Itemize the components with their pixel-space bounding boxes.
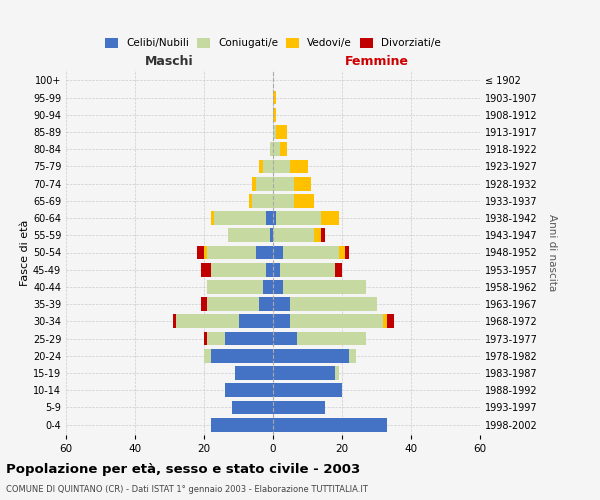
Bar	[269, 142, 273, 156]
Text: Femmine: Femmine	[344, 56, 409, 68]
Bar	[277, 125, 287, 139]
Bar	[211, 349, 273, 362]
Bar	[294, 176, 311, 190]
Bar	[239, 314, 273, 328]
Bar	[228, 228, 269, 242]
Bar	[273, 90, 277, 104]
Bar	[204, 332, 208, 345]
Text: COMUNE DI QUINTANO (CR) - Dati ISTAT 1° gennaio 2003 - Elaborazione TUTTITALIA.I: COMUNE DI QUINTANO (CR) - Dati ISTAT 1° …	[6, 485, 368, 494]
Bar	[273, 160, 290, 173]
Bar	[387, 314, 394, 328]
Bar	[259, 160, 263, 173]
Bar	[208, 332, 224, 345]
Bar	[235, 366, 273, 380]
Bar	[297, 332, 366, 345]
Bar	[335, 366, 338, 380]
Bar	[273, 332, 297, 345]
Bar	[259, 298, 273, 311]
Bar	[335, 263, 342, 276]
Bar	[290, 160, 308, 173]
Bar	[294, 194, 314, 207]
Bar	[273, 263, 280, 276]
Bar	[208, 246, 256, 260]
Bar	[266, 211, 273, 225]
Bar	[273, 108, 277, 122]
Bar	[338, 246, 346, 260]
Bar	[273, 366, 335, 380]
Bar	[280, 263, 335, 276]
Bar	[249, 194, 253, 207]
Bar	[173, 314, 176, 328]
Bar	[253, 176, 256, 190]
Bar	[200, 263, 211, 276]
Bar	[383, 314, 387, 328]
Bar	[269, 228, 273, 242]
Bar	[283, 280, 366, 294]
Text: Popolazione per età, sesso e stato civile - 2003: Popolazione per età, sesso e stato civil…	[6, 462, 360, 475]
Legend: Celibi/Nubili, Coniugati/e, Vedovi/e, Divorziati/e: Celibi/Nubili, Coniugati/e, Vedovi/e, Di…	[102, 35, 444, 51]
Bar	[290, 314, 383, 328]
Bar	[211, 263, 266, 276]
Bar	[204, 246, 208, 260]
Bar	[273, 280, 283, 294]
Bar	[314, 228, 322, 242]
Bar	[273, 125, 277, 139]
Bar	[322, 228, 325, 242]
Bar	[197, 246, 204, 260]
Bar	[273, 176, 294, 190]
Bar	[208, 280, 263, 294]
Bar	[322, 211, 338, 225]
Bar	[204, 349, 211, 362]
Bar	[214, 211, 266, 225]
Bar	[208, 298, 259, 311]
Bar	[273, 349, 349, 362]
Bar	[277, 211, 322, 225]
Bar	[224, 332, 273, 345]
Bar	[211, 211, 214, 225]
Bar	[211, 418, 273, 432]
Bar	[200, 298, 208, 311]
Bar	[273, 142, 280, 156]
Bar	[283, 246, 338, 260]
Bar	[273, 298, 290, 311]
Bar	[273, 384, 342, 397]
Bar	[176, 314, 239, 328]
Bar	[290, 298, 377, 311]
Bar	[346, 246, 349, 260]
Y-axis label: Fasce di età: Fasce di età	[20, 220, 30, 286]
Bar	[273, 194, 294, 207]
Bar	[273, 418, 387, 432]
Bar	[273, 228, 314, 242]
Bar	[256, 246, 273, 260]
Bar	[232, 400, 273, 414]
Bar	[273, 400, 325, 414]
Bar	[273, 211, 277, 225]
Bar	[273, 246, 283, 260]
Bar	[349, 349, 356, 362]
Bar	[266, 263, 273, 276]
Y-axis label: Anni di nascita: Anni di nascita	[547, 214, 557, 291]
Bar	[263, 280, 273, 294]
Bar	[256, 176, 273, 190]
Bar	[273, 314, 290, 328]
Bar	[224, 384, 273, 397]
Bar	[280, 142, 287, 156]
Bar	[253, 194, 273, 207]
Text: Maschi: Maschi	[145, 56, 194, 68]
Bar	[263, 160, 273, 173]
